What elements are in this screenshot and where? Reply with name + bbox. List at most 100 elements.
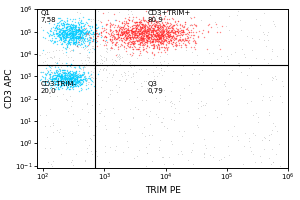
Point (78, 59, 83, 62)
Point (45, 68, 50, 71)
Point (173, 20, 178, 23)
Point (129, 31, 134, 34)
Point (137, 35, 142, 38)
Point (86, 29, 91, 32)
Point (58, 80, 63, 83)
Point (176, 32, 181, 35)
Point (123, 71, 128, 74)
Point (55, 17, 60, 20)
Point (249, 49, 254, 52)
Point (150, 39, 154, 42)
Point (65, 79, 70, 83)
Point (57, 30, 62, 33)
Point (159, 35, 164, 38)
Point (43, 76, 48, 79)
Point (82, 31, 87, 34)
Point (174, 29, 179, 33)
Point (179, 23, 184, 26)
Point (64, 32, 69, 35)
Point (134, 21, 139, 24)
Point (86, 32, 91, 35)
Point (135, 20, 140, 24)
Point (74, 83, 79, 86)
Point (94, 124, 99, 128)
Point (154, 74, 159, 78)
Point (148, 41, 153, 44)
Point (68, 71, 72, 74)
Point (78, 75, 83, 79)
Point (155, 26, 160, 29)
Point (58, 80, 63, 83)
Point (154, 25, 159, 28)
Point (73, 23, 78, 26)
Point (46, 70, 51, 74)
Point (157, 27, 162, 30)
Point (160, 41, 164, 45)
Point (158, 23, 163, 27)
Point (258, 82, 263, 85)
Point (170, 70, 175, 73)
Point (129, 76, 134, 79)
Point (124, 140, 129, 143)
Point (182, 86, 187, 90)
Point (56, 31, 60, 34)
Point (84, 33, 88, 36)
Point (173, 37, 178, 41)
Point (139, 30, 144, 33)
Point (118, 37, 123, 40)
Point (147, 40, 152, 43)
Point (60, 84, 64, 87)
Point (164, 36, 169, 39)
Point (96, 35, 101, 38)
Point (50, 77, 55, 80)
Point (72, 80, 77, 83)
Point (146, 22, 151, 25)
Point (150, 39, 155, 42)
Point (157, 36, 161, 39)
Point (70, 73, 74, 76)
Point (78, 75, 82, 78)
Point (74, 34, 79, 37)
Point (59, 70, 64, 73)
Point (132, 33, 136, 37)
Point (72, 76, 77, 80)
Point (79, 42, 84, 45)
Point (60, 33, 65, 36)
Point (171, 35, 176, 38)
Point (85, 70, 90, 74)
Point (143, 38, 148, 41)
Point (149, 22, 154, 25)
Point (72, 75, 77, 78)
Point (184, 34, 189, 37)
Point (75, 36, 80, 39)
Point (59, 35, 64, 38)
Point (70, 83, 75, 86)
Point (146, 35, 151, 38)
Point (66, 73, 71, 77)
Point (158, 92, 163, 95)
Point (77, 83, 82, 86)
Point (107, 27, 112, 30)
Point (184, 43, 188, 47)
Point (269, 57, 274, 60)
Point (75, 43, 80, 46)
Point (76, 75, 81, 78)
Point (88, 72, 93, 75)
Point (154, 37, 159, 41)
Point (63, 76, 68, 79)
Point (188, 22, 193, 25)
Point (68, 76, 73, 79)
Point (63, 77, 68, 81)
Point (68, 80, 73, 83)
Point (85, 102, 89, 105)
Point (135, 29, 140, 32)
Point (149, 33, 154, 36)
Point (138, 34, 143, 37)
Point (189, 72, 194, 75)
Point (159, 33, 164, 36)
Point (143, 32, 148, 35)
Point (81, 31, 85, 34)
Point (74, 79, 79, 82)
Point (77, 74, 82, 77)
Point (151, 28, 156, 31)
